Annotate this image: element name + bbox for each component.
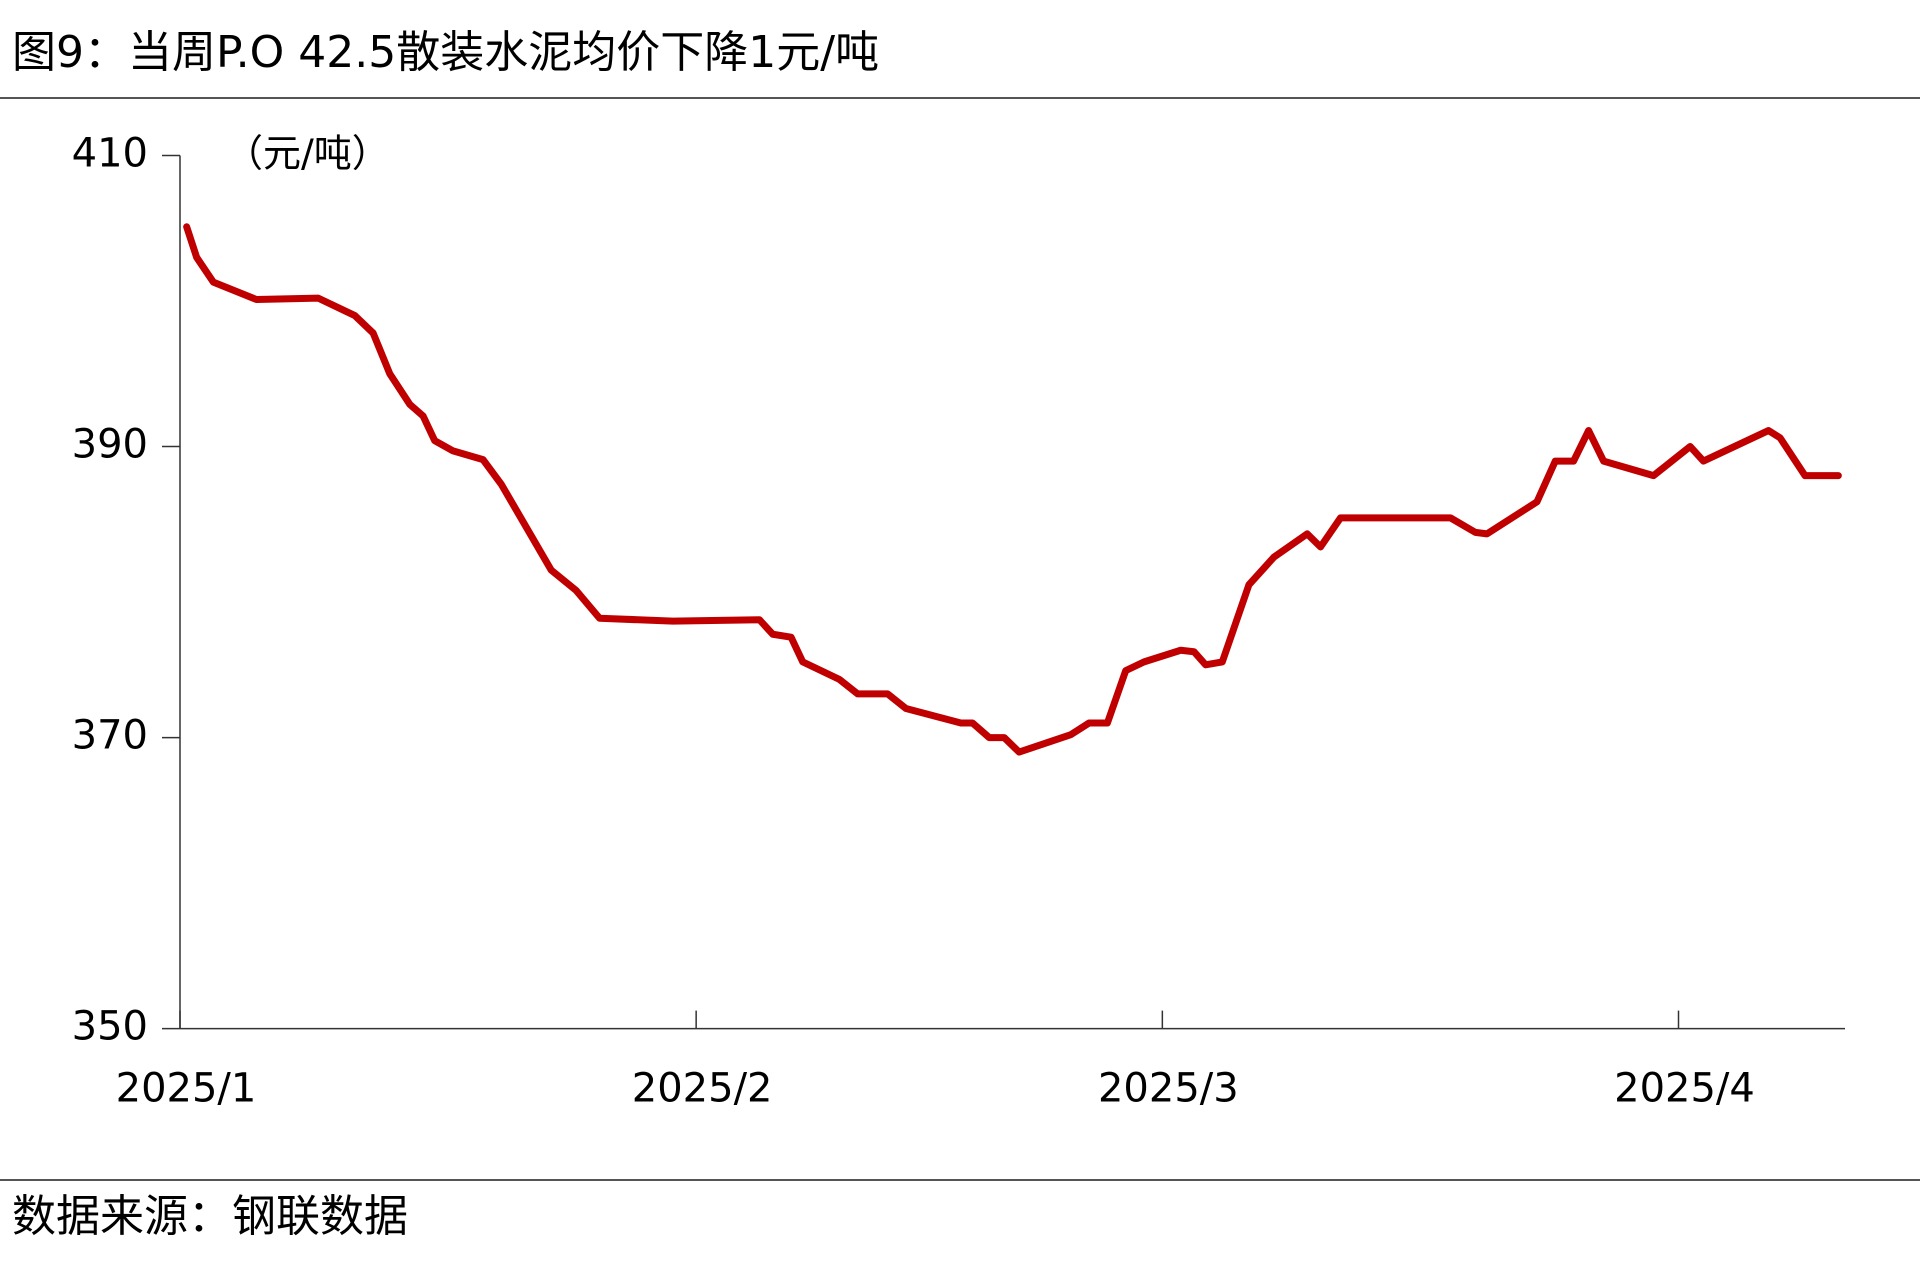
y-tick-label: 410 — [72, 131, 148, 177]
x-tick-label: 2025/4 — [1614, 1066, 1755, 1112]
y-tick-label: 350 — [72, 1004, 148, 1050]
x-tick-label: 2025/2 — [632, 1066, 773, 1112]
y-tick-label: 390 — [72, 422, 148, 468]
x-tick-label: 2025/3 — [1098, 1066, 1239, 1112]
y-axis-unit: （元/吨） — [225, 132, 390, 176]
source-note: 数据来源：钢联数据 — [12, 1191, 408, 1242]
data-line — [183, 223, 1842, 756]
x-tick-label: 2025/1 — [116, 1066, 257, 1112]
y-tick-label: 370 — [72, 713, 148, 759]
chart-title: 图9：当周P.O 42.5散装水泥均价下降1元/吨 — [12, 27, 879, 78]
